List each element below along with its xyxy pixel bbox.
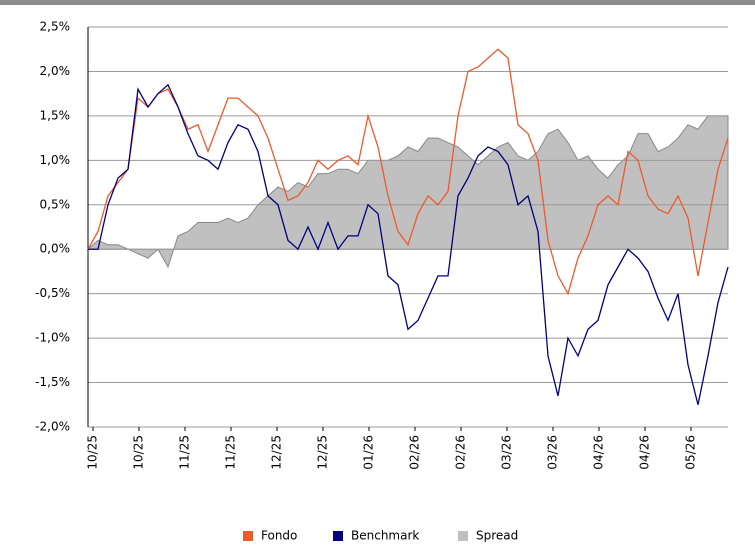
- x-tick-label: 02/26: [454, 435, 468, 470]
- y-tick-label: 0,0%: [40, 242, 71, 256]
- y-tick-label: 2,0%: [40, 64, 71, 78]
- y-tick-label: 1,0%: [40, 153, 71, 167]
- y-tick-label: -0,5%: [35, 286, 70, 300]
- legend-label: Benchmark: [351, 529, 419, 543]
- x-tick-label: 01/26: [362, 435, 376, 470]
- y-tick-label: 0,5%: [40, 197, 71, 211]
- x-tick-label: 11/25: [224, 435, 238, 470]
- y-tick-label: 2,5%: [40, 20, 71, 34]
- x-tick-label: 03/26: [546, 435, 560, 470]
- y-tick-label: -1,0%: [35, 331, 70, 345]
- legend-swatch: [333, 531, 343, 541]
- x-tick-label: 05/26: [684, 435, 698, 470]
- header-band: [0, 0, 755, 5]
- y-tick-label: -2,0%: [35, 420, 70, 434]
- x-tick-label: 03/26: [500, 435, 514, 470]
- y-tick-label: 1,5%: [40, 108, 71, 122]
- legend-label: Fondo: [261, 529, 297, 543]
- x-tick-label: 10/25: [86, 435, 100, 470]
- x-tick-label: 04/26: [638, 435, 652, 470]
- x-tick-label: 10/25: [132, 435, 146, 470]
- x-tick-label: 12/25: [270, 435, 284, 470]
- y-tick-label: -1,5%: [35, 375, 70, 389]
- series-line: [87, 48, 729, 296]
- x-tick-label: 02/26: [408, 435, 422, 470]
- x-tick-label: 12/25: [316, 435, 330, 470]
- series-line: [88, 83, 729, 405]
- spread-area: [86, 115, 729, 269]
- x-tick-label: 04/26: [592, 435, 606, 470]
- x-tick-label: 11/25: [178, 435, 192, 470]
- legend-label: Spread: [476, 529, 518, 543]
- legend-swatch: [243, 531, 253, 541]
- legend-swatch: [458, 531, 468, 541]
